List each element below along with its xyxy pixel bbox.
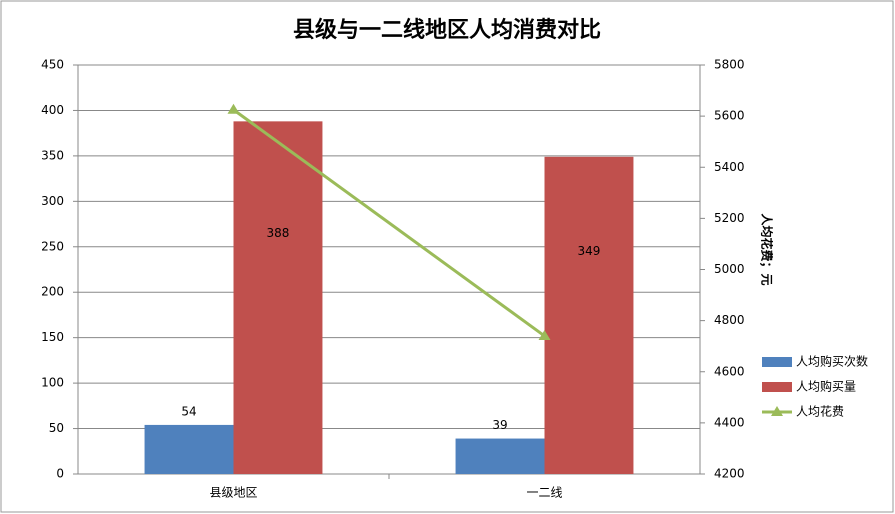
legend-swatch — [771, 406, 783, 416]
marker — [538, 329, 551, 340]
bar — [233, 121, 323, 475]
y2-axis-title: 人均花费；元 — [760, 213, 775, 285]
data-label: 54 — [181, 404, 196, 418]
data-label: 388 — [267, 226, 290, 240]
legend-swatch — [762, 382, 792, 392]
data-label: 349 — [578, 244, 601, 258]
data-label: 39 — [492, 418, 507, 432]
x-tick-label: 县级地区 — [209, 486, 257, 500]
y-tick-label: 150 — [41, 330, 64, 344]
y-tick-label: 350 — [41, 148, 64, 162]
y-tick-label: 250 — [41, 239, 64, 253]
x-tick-label: 一二线 — [526, 486, 562, 500]
marker — [227, 103, 240, 114]
y-tick-label: 0 — [56, 467, 64, 481]
y2-tick-label: 4200 — [714, 467, 745, 481]
bar — [144, 424, 234, 474]
y2-tick-label: 4400 — [714, 415, 745, 429]
chart-title: 县级与一二线地区人均消费对比 — [293, 17, 601, 43]
bar — [455, 438, 545, 474]
y2-tick-label: 4600 — [714, 364, 745, 378]
y-tick-label: 300 — [41, 194, 64, 208]
y-tick-label: 450 — [41, 58, 64, 72]
line — [232, 108, 546, 338]
y-tick-label: 50 — [49, 421, 64, 435]
y2-tick-label: 5000 — [714, 262, 745, 276]
legend-label: 人均购买次数 — [796, 354, 868, 369]
y2-tick-label: 5200 — [714, 211, 745, 225]
legend-label: 人均花费 — [796, 404, 844, 419]
y-tick-label: 100 — [41, 376, 64, 390]
y2-tick-label: 5400 — [714, 160, 745, 174]
y-tick-label: 200 — [41, 285, 64, 299]
y2-tick-label: 5800 — [714, 58, 745, 72]
legend-swatch — [762, 357, 792, 367]
y2-tick-label: 4800 — [714, 313, 745, 327]
bar — [544, 156, 634, 474]
legend-label: 人均购买量 — [796, 379, 856, 394]
y2-tick-label: 5600 — [714, 109, 745, 123]
y-tick-label: 400 — [41, 103, 64, 117]
